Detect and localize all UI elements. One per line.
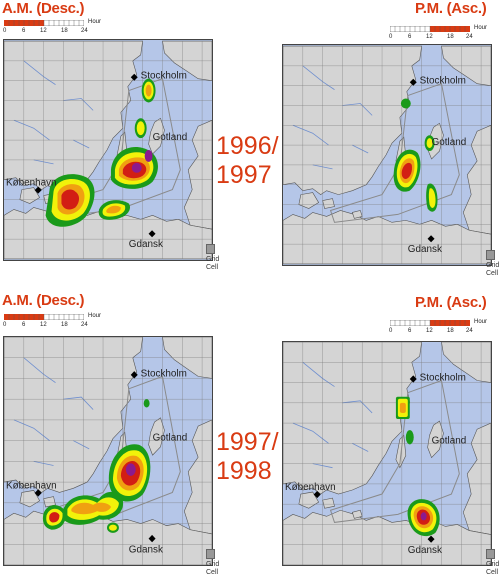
contour-south-am97	[107, 522, 119, 533]
hour-scale-am-1996	[4, 20, 84, 26]
contour-east-pm96	[426, 183, 438, 212]
contour-central-pm96	[393, 149, 421, 192]
hour-tick-0: 0	[3, 322, 7, 328]
contour-stockholm-am96	[141, 78, 156, 103]
map-pm-1996: Stockholm Gotland Gdansk	[282, 44, 492, 266]
hour-tick-12: 12	[426, 34, 433, 40]
contour-central-am97	[108, 444, 151, 502]
grid-cell-label: Grid Cell	[206, 256, 220, 271]
hour-tick-24: 24	[81, 322, 88, 328]
hour-tick-18: 18	[61, 28, 68, 34]
city-gdansk: Gdansk	[408, 244, 442, 255]
hour-tick-18: 18	[447, 328, 454, 334]
panel-title-pm-1997: P.M. (Asc.)	[415, 294, 487, 311]
city-stockholm: Stockholm	[141, 368, 187, 379]
grid-cell-swatch	[486, 250, 495, 260]
contour-south-am96	[98, 200, 131, 220]
city-kobenhavn: København	[6, 178, 57, 189]
hour-scale-pm-1996	[390, 26, 470, 32]
contour-gotland-pm96	[424, 135, 435, 152]
year-label-1996-1997: 1996/ 1997	[216, 132, 279, 189]
city-stockholm: Stockholm	[420, 76, 466, 87]
hour-tick-6: 6	[22, 322, 26, 328]
hour-tick-0: 0	[3, 28, 7, 34]
contour-gotland-am96	[134, 118, 147, 139]
map-am-1997: Stockholm Gotland København Gdansk	[3, 336, 213, 566]
grid-cell-swatch	[206, 244, 215, 254]
contour-north-am97	[143, 399, 150, 408]
grid-cell-swatch	[486, 549, 495, 559]
hour-unit-label: Hour	[88, 313, 102, 319]
hour-unit-label: Hour	[474, 319, 488, 325]
hour-tick-24: 24	[466, 328, 473, 334]
panel-title-am-1996: A.M. (Desc.)	[2, 0, 85, 17]
contour-gotland-pm97	[405, 430, 414, 445]
contour-band-am97	[63, 491, 124, 525]
grid-cell-label: Grid Cell	[486, 262, 500, 277]
city-gdansk: Gdansk	[129, 239, 163, 250]
city-gdansk: Gdansk	[408, 545, 443, 556]
panel-title-pm-1996: P.M. (Asc.)	[415, 0, 487, 17]
hour-tick-0: 0	[389, 328, 393, 334]
hour-scale-pm-1997	[390, 320, 470, 326]
contour-southwest-am97	[42, 505, 66, 530]
city-gotland: Gotland	[153, 132, 188, 143]
panel-title-am-1997: A.M. (Desc.)	[2, 292, 85, 309]
grid-cell-label: Grid Cell	[486, 561, 500, 576]
city-gotland: Gotland	[432, 137, 467, 148]
year-label-1997-1998: 1997/ 1998	[216, 428, 279, 485]
city-gotland: Gotland	[153, 432, 188, 443]
city-kobenhavn: København	[6, 480, 57, 491]
hour-tick-18: 18	[447, 34, 454, 40]
contour-central-am96	[110, 147, 158, 189]
hour-tick-6: 6	[408, 328, 412, 334]
city-kobenhavn: København	[285, 482, 336, 493]
hour-unit-label: Hour	[474, 25, 488, 31]
hour-tick-18: 18	[61, 322, 68, 328]
city-stockholm: Stockholm	[141, 71, 187, 82]
hour-scale-am-1997	[4, 314, 84, 320]
grid-cell-label: Grid Cell	[206, 561, 220, 576]
hour-tick-24: 24	[466, 34, 473, 40]
hour-tick-0: 0	[389, 34, 393, 40]
hour-tick-12: 12	[426, 328, 433, 334]
hour-tick-6: 6	[408, 34, 412, 40]
hour-tick-12: 12	[40, 28, 47, 34]
contour-north-pm96	[400, 98, 411, 109]
contour-north-pm97	[395, 396, 410, 420]
grid-cell-swatch	[206, 549, 215, 559]
map-am-1996: Stockholm Gotland København Gdansk	[3, 39, 213, 261]
city-gdansk: Gdansk	[129, 544, 164, 555]
contour-southwest-am96	[45, 174, 95, 227]
city-gotland: Gotland	[432, 435, 467, 446]
hour-tick-12: 12	[40, 322, 47, 328]
city-stockholm: Stockholm	[420, 372, 466, 383]
hour-unit-label: Hour	[88, 19, 102, 25]
hour-tick-24: 24	[81, 28, 88, 34]
hour-tick-6: 6	[22, 28, 26, 34]
contour-south-pm97	[407, 499, 440, 537]
map-pm-1997: Stockholm Gotland København Gdansk	[282, 341, 492, 566]
